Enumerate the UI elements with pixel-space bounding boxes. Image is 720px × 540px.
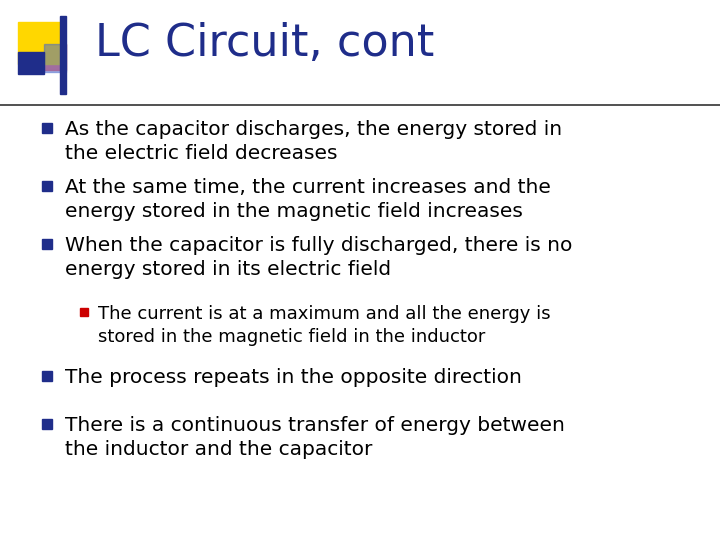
Bar [60,16,66,94]
Text: There is a continuous transfer of energy between
the inductor and the capacitor: There is a continuous transfer of energy… [65,416,565,459]
Text: The current is at a maximum and all the energy is
stored in the magnetic field i: The current is at a maximum and all the … [98,305,551,346]
Bar [42,123,52,133]
Bar [34,44,66,70]
Text: LC Circuit, cont: LC Circuit, cont [95,22,434,65]
Text: The process repeats in the opposite direction: The process repeats in the opposite dire… [65,368,522,387]
Text: When the capacitor is fully discharged, there is no
energy stored in its electri: When the capacitor is fully discharged, … [65,236,572,279]
Bar [42,419,52,429]
Bar [18,52,44,74]
Bar [80,308,88,316]
Text: At the same time, the current increases and the
energy stored in the magnetic fi: At the same time, the current increases … [65,178,551,221]
Bar [44,44,66,72]
Bar [18,22,60,64]
Bar [42,239,52,249]
Text: As the capacitor discharges, the energy stored in
the electric field decreases: As the capacitor discharges, the energy … [65,120,562,163]
Bar [42,181,52,191]
Bar [42,371,52,381]
